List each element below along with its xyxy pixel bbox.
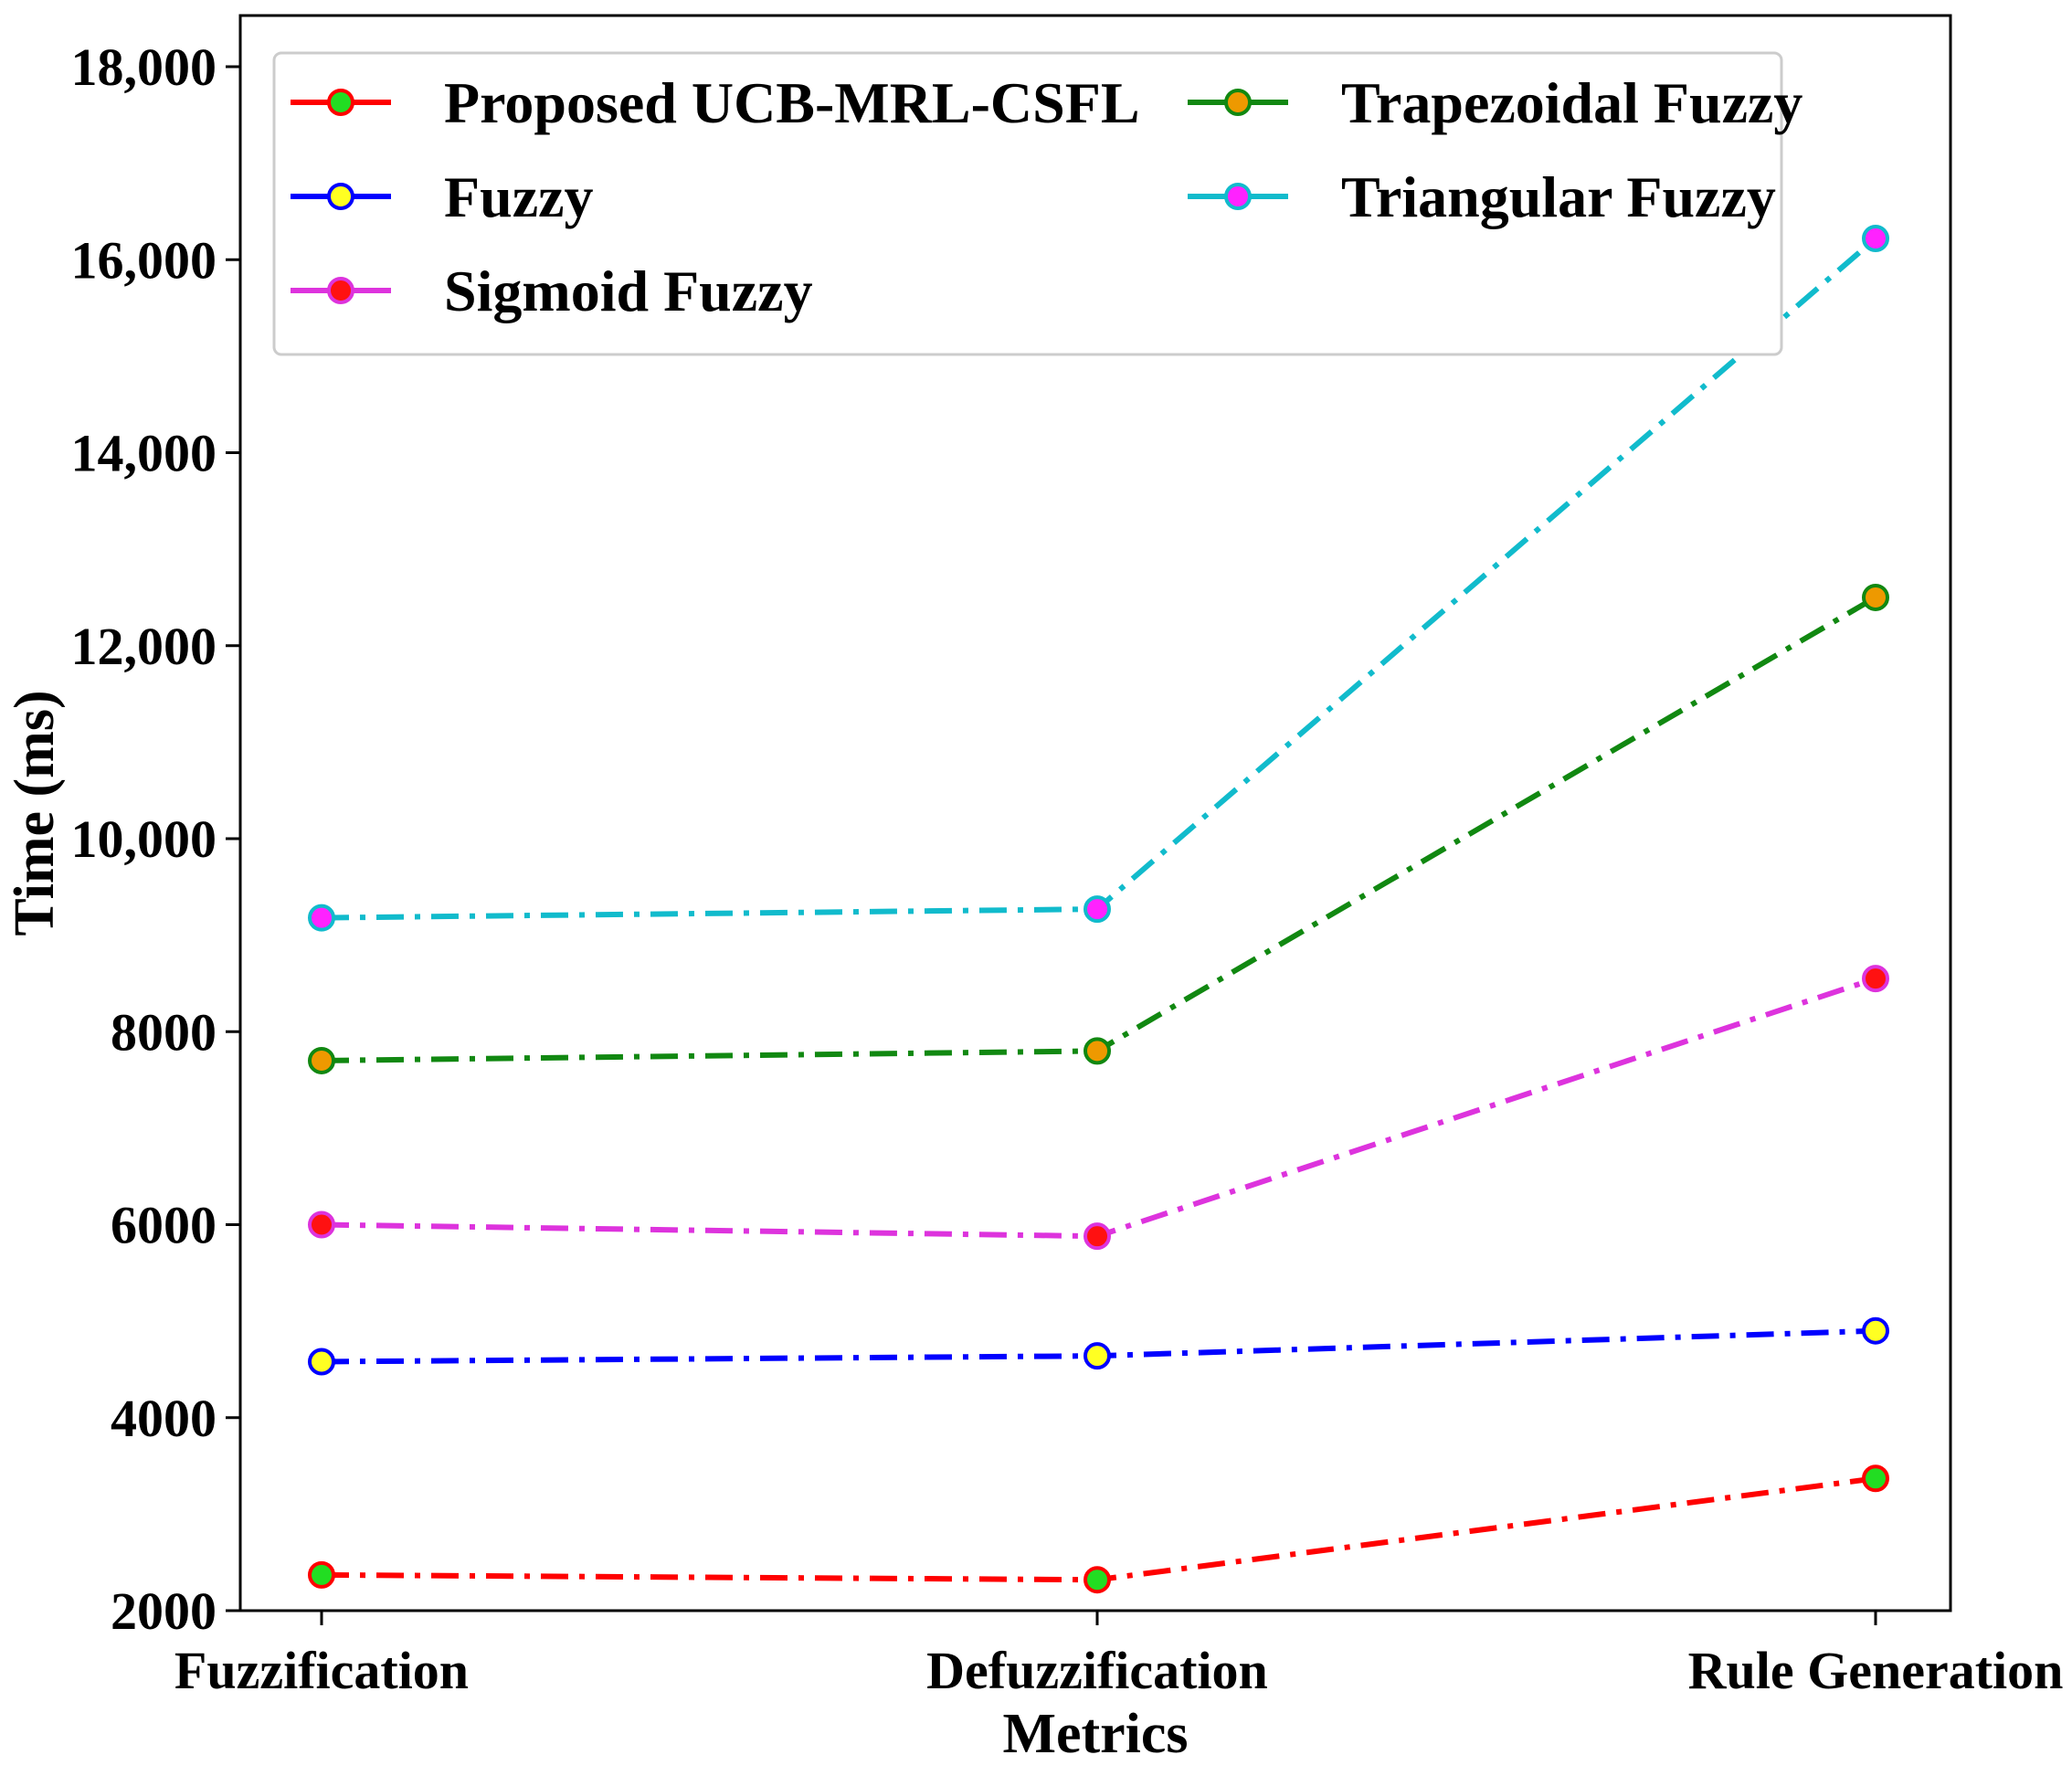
legend: Proposed UCB-MRL-CSFL Fuzzy Sigmoid Fuzzy T… (272, 51, 1802, 356)
x-axis-label: Metrics (1002, 1703, 1188, 1765)
legend-marker (1224, 89, 1252, 116)
y-tick-label: 2000 (111, 1581, 217, 1641)
data-point (308, 904, 335, 932)
legend-marker (327, 183, 354, 210)
data-point (308, 1560, 335, 1589)
legend-marker (1224, 183, 1252, 210)
y-tick-label: 6000 (111, 1196, 217, 1255)
data-point (1084, 895, 1111, 924)
x-tick-label: Fuzzification (174, 1641, 469, 1700)
data-point (308, 1348, 335, 1376)
series-line (321, 1475, 1876, 1583)
y-tick-label: 10,000 (71, 809, 217, 869)
legend-label: Proposed UCB-MRL-CSFL (444, 70, 1140, 135)
data-point (308, 1210, 335, 1239)
data-point (308, 1046, 335, 1074)
data-point (1084, 1037, 1111, 1065)
plot-frame (238, 14, 1952, 1612)
legend-label: Trapezoidal Fuzzy (1341, 70, 1802, 135)
series-line (321, 595, 1877, 1063)
series-markers (308, 225, 1889, 1594)
legend-label: Fuzzy (444, 164, 594, 229)
data-point (1862, 1316, 1889, 1345)
legend-marker (327, 89, 354, 116)
x-tick-label: Defuzzification (926, 1641, 1268, 1700)
y-tick-label: 14,000 (71, 424, 217, 483)
x-axis: Fuzzification Defuzzification Rule Generat… (174, 1611, 2063, 1700)
y-axis: 2000 4000 6000 8000 10,000 12,000 14,000 16,000… (71, 37, 240, 1641)
data-point (1862, 1464, 1889, 1493)
legend-box (272, 51, 1783, 356)
data-point (1862, 583, 1889, 611)
data-point (1084, 1566, 1111, 1594)
y-tick-label: 8000 (111, 1002, 217, 1062)
x-tick-label: Rule Generation (1688, 1641, 2064, 1700)
data-point (1862, 965, 1889, 993)
legend-label: Triangular Fuzzy (1341, 164, 1776, 229)
legend-label: Sigmoid Fuzzy (444, 259, 813, 323)
y-tick-label: 18,000 (71, 37, 217, 97)
y-axis-label: Time (ms) (4, 690, 66, 936)
y-tick-label: 16,000 (71, 230, 217, 290)
y-tick-label: 4000 (111, 1389, 217, 1448)
legend-marker (327, 277, 354, 304)
y-tick-label: 12,000 (71, 617, 217, 676)
data-point (1862, 225, 1889, 253)
series-line (321, 976, 1876, 1240)
data-point (1084, 1342, 1111, 1370)
data-point (1084, 1222, 1111, 1251)
